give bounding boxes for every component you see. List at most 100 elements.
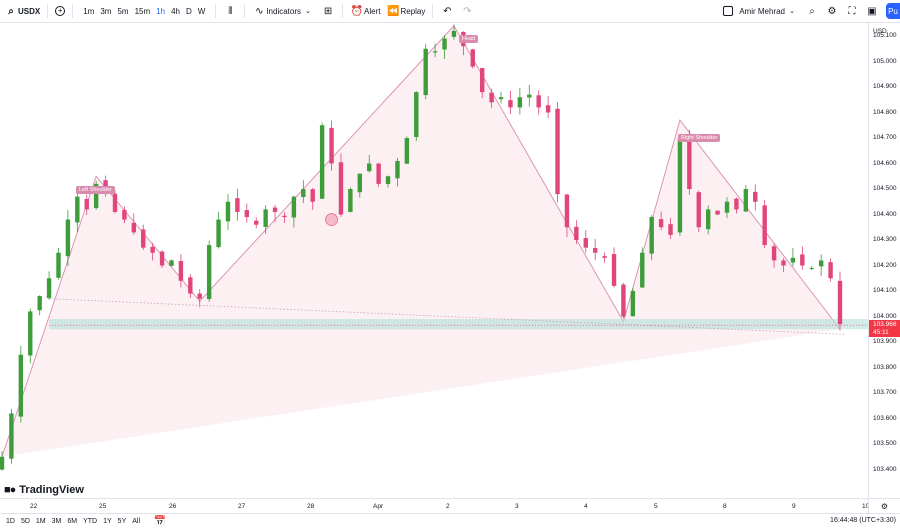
timeframe-15m[interactable]: 15m: [134, 6, 151, 16]
left-shoulder-label[interactable]: Left Shoulder: [76, 186, 115, 194]
compare-button[interactable]: +: [52, 0, 68, 23]
candle-body[interactable]: [112, 193, 118, 212]
candle-body[interactable]: [564, 194, 570, 228]
candle-body[interactable]: [705, 209, 711, 230]
candle-body[interactable]: [508, 100, 513, 108]
candle-body[interactable]: [75, 196, 80, 223]
support-zone[interactable]: [49, 319, 868, 330]
candle-body[interactable]: [244, 210, 250, 218]
candle-body[interactable]: [781, 260, 786, 266]
candle-body[interactable]: [291, 196, 297, 218]
candle-body[interactable]: [46, 278, 52, 299]
redo-button[interactable]: ↷: [457, 0, 477, 23]
candle-body[interactable]: [188, 277, 193, 294]
right-shoulder-label[interactable]: Right Shoulder: [678, 134, 721, 142]
candle-body[interactable]: [790, 257, 796, 263]
candle-body[interactable]: [385, 176, 391, 184]
candle-body[interactable]: [404, 138, 410, 164]
candle-body[interactable]: [159, 251, 165, 266]
candle-body[interactable]: [254, 220, 259, 225]
candle-body[interactable]: [602, 256, 607, 258]
candle-body[interactable]: [141, 229, 146, 248]
range-3m[interactable]: 3M: [51, 517, 62, 525]
candle-body[interactable]: [235, 198, 240, 212]
candle-body[interactable]: [329, 127, 334, 164]
candle-body[interactable]: [9, 413, 14, 459]
candle-body[interactable]: [574, 226, 579, 240]
price-chart[interactable]: [0, 23, 868, 498]
candle-body[interactable]: [527, 94, 532, 98]
chart-type-button[interactable]: ⫴: [220, 0, 240, 23]
candle-body[interactable]: [169, 260, 174, 266]
candle-body[interactable]: [432, 51, 438, 53]
candle-body[interactable]: [480, 68, 485, 93]
candle-body[interactable]: [348, 189, 353, 212]
candle-body[interactable]: [0, 456, 5, 470]
range-1m[interactable]: 1M: [35, 517, 46, 525]
candle-body[interactable]: [56, 252, 61, 278]
timeframe-1h[interactable]: 1h: [156, 6, 166, 16]
candle-body[interactable]: [37, 296, 42, 311]
candle-body[interactable]: [216, 219, 221, 248]
candle-body[interactable]: [762, 205, 767, 246]
candle-body[interactable]: [536, 95, 541, 108]
layouts-button[interactable]: ⊞: [318, 0, 338, 23]
candle-body[interactable]: [734, 198, 739, 210]
candle-body[interactable]: [18, 354, 24, 417]
range-6m[interactable]: 6M: [67, 517, 78, 525]
candle-body[interactable]: [150, 246, 155, 253]
tradingview-logo[interactable]: ■● TradingView: [4, 484, 84, 496]
candle-body[interactable]: [818, 260, 824, 267]
candle-body[interactable]: [93, 183, 99, 209]
snapshot-button[interactable]: ▣: [862, 0, 882, 23]
candle-body[interactable]: [724, 201, 730, 213]
candle-body[interactable]: [451, 30, 457, 37]
candle-body[interactable]: [837, 280, 843, 325]
alert-button[interactable]: ⏰ Alert: [347, 0, 383, 23]
candle-body[interactable]: [131, 222, 137, 233]
timeframe-d[interactable]: D: [185, 6, 192, 16]
range-1y[interactable]: 1Y: [103, 517, 112, 525]
candle-body[interactable]: [658, 219, 664, 228]
candle-body[interactable]: [310, 189, 315, 202]
quick-search-button[interactable]: ⌕: [802, 0, 822, 23]
candle-body[interactable]: [338, 162, 344, 215]
highlight-marker[interactable]: [325, 213, 338, 226]
timeframe-3m[interactable]: 3m: [100, 6, 112, 16]
candle-body[interactable]: [28, 311, 33, 356]
candle-body[interactable]: [357, 173, 362, 193]
candle-body[interactable]: [367, 163, 372, 172]
candle-body[interactable]: [696, 192, 701, 228]
candle-body[interactable]: [122, 209, 127, 220]
timeframe-1m[interactable]: 1m: [83, 6, 95, 16]
indicators-button[interactable]: ∿ Indicators ⌄: [249, 0, 318, 23]
candle-body[interactable]: [395, 160, 400, 179]
axis-settings-button[interactable]: ⚙: [868, 498, 900, 513]
head-label[interactable]: Head: [459, 35, 479, 43]
candle-body[interactable]: [65, 219, 71, 257]
range-5d[interactable]: 5D: [20, 517, 30, 525]
candle-body[interactable]: [649, 217, 654, 254]
range-5y[interactable]: 5Y: [117, 517, 127, 525]
candle-body[interactable]: [611, 254, 617, 286]
candle-body[interactable]: [301, 189, 306, 197]
candle-body[interactable]: [809, 268, 814, 270]
candle-body[interactable]: [442, 38, 447, 50]
candle-body[interactable]: [668, 224, 673, 235]
layout-name-button[interactable]: Amir Mehrad ⌄: [720, 0, 802, 23]
candle-body[interactable]: [272, 207, 278, 212]
candle-body[interactable]: [828, 262, 833, 279]
range-1d[interactable]: 1D: [6, 517, 15, 525]
candle-body[interactable]: [423, 48, 428, 96]
symbol-search[interactable]: ⌕ USDX: [0, 0, 43, 23]
candle-body[interactable]: [178, 261, 184, 281]
publish-button[interactable]: Pu: [886, 3, 900, 19]
timeframe-w[interactable]: W: [197, 6, 206, 16]
range-all[interactable]: All: [132, 517, 141, 525]
candle-body[interactable]: [489, 92, 494, 103]
time-axis[interactable]: 22 25 26 27 28 Apr 2 3 4 5 8 9 10: [0, 498, 869, 513]
candle-body[interactable]: [583, 238, 588, 248]
last-price-badge[interactable]: 103.966 45:11: [869, 320, 900, 338]
candle-body[interactable]: [743, 189, 749, 212]
candle-body[interactable]: [376, 163, 381, 184]
